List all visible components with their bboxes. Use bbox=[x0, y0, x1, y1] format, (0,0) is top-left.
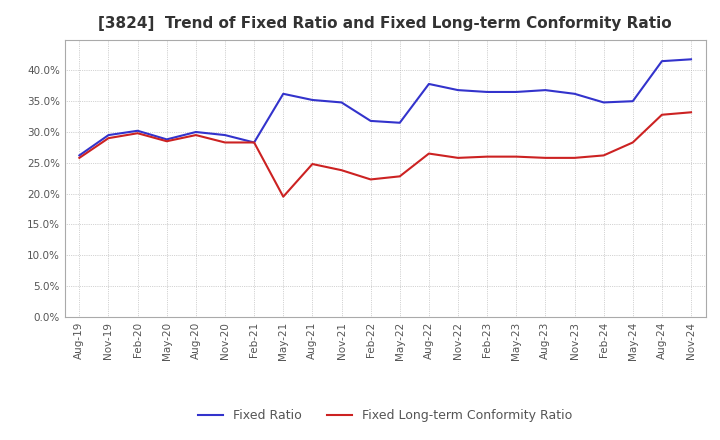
Fixed Long-term Conformity Ratio bbox=[687, 110, 696, 115]
Fixed Long-term Conformity Ratio bbox=[541, 155, 550, 161]
Fixed Long-term Conformity Ratio bbox=[454, 155, 462, 161]
Line: Fixed Long-term Conformity Ratio: Fixed Long-term Conformity Ratio bbox=[79, 112, 691, 197]
Fixed Ratio bbox=[657, 59, 666, 64]
Fixed Ratio bbox=[599, 100, 608, 105]
Fixed Ratio bbox=[133, 128, 142, 133]
Fixed Long-term Conformity Ratio bbox=[220, 140, 229, 145]
Fixed Long-term Conformity Ratio bbox=[279, 194, 287, 199]
Fixed Long-term Conformity Ratio bbox=[366, 177, 375, 182]
Fixed Ratio bbox=[250, 140, 258, 145]
Fixed Long-term Conformity Ratio bbox=[75, 155, 84, 161]
Fixed Ratio bbox=[220, 132, 229, 138]
Fixed Long-term Conformity Ratio bbox=[483, 154, 492, 159]
Fixed Ratio bbox=[541, 88, 550, 93]
Fixed Long-term Conformity Ratio bbox=[599, 153, 608, 158]
Fixed Ratio bbox=[308, 97, 317, 103]
Fixed Ratio bbox=[192, 129, 200, 135]
Fixed Ratio bbox=[395, 120, 404, 125]
Fixed Long-term Conformity Ratio bbox=[629, 140, 637, 145]
Fixed Ratio bbox=[279, 91, 287, 96]
Fixed Long-term Conformity Ratio bbox=[337, 168, 346, 173]
Fixed Ratio bbox=[337, 100, 346, 105]
Fixed Long-term Conformity Ratio bbox=[570, 155, 579, 161]
Fixed Ratio bbox=[687, 57, 696, 62]
Fixed Long-term Conformity Ratio bbox=[104, 136, 113, 141]
Fixed Ratio bbox=[570, 91, 579, 96]
Fixed Long-term Conformity Ratio bbox=[133, 131, 142, 136]
Fixed Ratio bbox=[483, 89, 492, 95]
Fixed Ratio bbox=[104, 132, 113, 138]
Fixed Long-term Conformity Ratio bbox=[657, 112, 666, 117]
Fixed Ratio bbox=[454, 88, 462, 93]
Fixed Ratio bbox=[629, 99, 637, 104]
Fixed Long-term Conformity Ratio bbox=[250, 140, 258, 145]
Fixed Ratio bbox=[512, 89, 521, 95]
Fixed Long-term Conformity Ratio bbox=[425, 151, 433, 156]
Fixed Ratio bbox=[163, 137, 171, 142]
Fixed Ratio bbox=[366, 118, 375, 124]
Line: Fixed Ratio: Fixed Ratio bbox=[79, 59, 691, 155]
Title: [3824]  Trend of Fixed Ratio and Fixed Long-term Conformity Ratio: [3824] Trend of Fixed Ratio and Fixed Lo… bbox=[99, 16, 672, 32]
Fixed Long-term Conformity Ratio bbox=[163, 139, 171, 144]
Fixed Long-term Conformity Ratio bbox=[308, 161, 317, 167]
Fixed Ratio bbox=[75, 153, 84, 158]
Fixed Long-term Conformity Ratio bbox=[512, 154, 521, 159]
Fixed Long-term Conformity Ratio bbox=[192, 132, 200, 138]
Legend: Fixed Ratio, Fixed Long-term Conformity Ratio: Fixed Ratio, Fixed Long-term Conformity … bbox=[193, 404, 577, 427]
Fixed Ratio bbox=[425, 81, 433, 87]
Fixed Long-term Conformity Ratio bbox=[395, 174, 404, 179]
